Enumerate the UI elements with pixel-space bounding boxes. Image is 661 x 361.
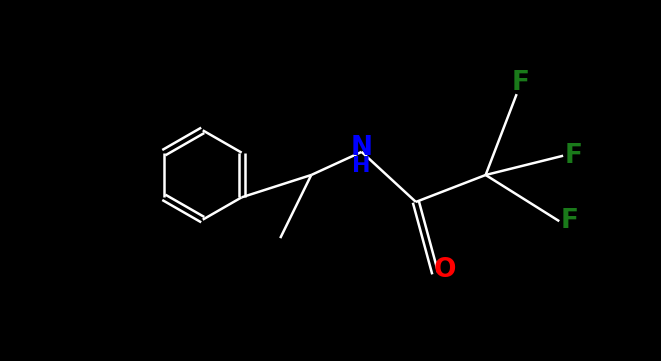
Text: H: H bbox=[352, 156, 371, 176]
Text: F: F bbox=[561, 208, 579, 234]
Text: F: F bbox=[512, 70, 529, 96]
Text: F: F bbox=[565, 143, 583, 169]
Text: O: O bbox=[434, 257, 456, 283]
Text: N: N bbox=[350, 135, 373, 161]
